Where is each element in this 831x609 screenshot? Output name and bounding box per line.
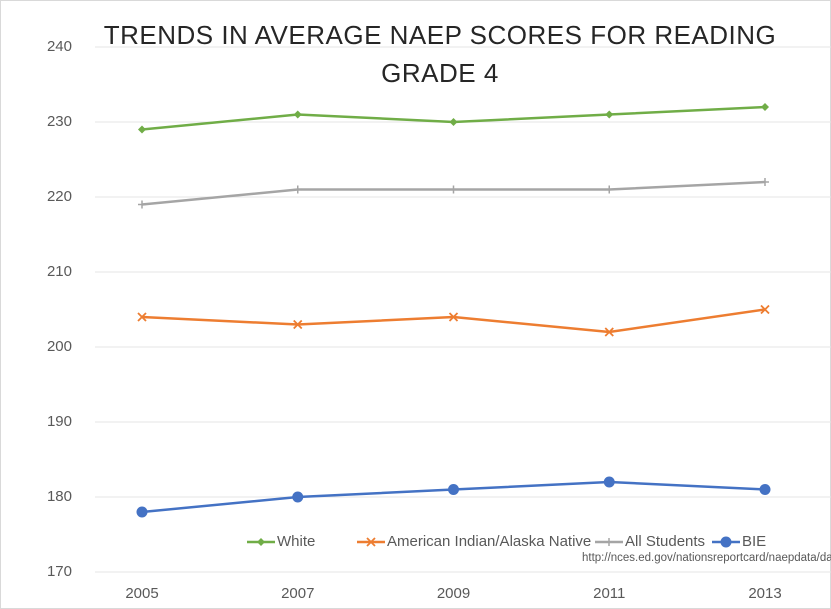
- source-note: http://nces.ed.gov/nationsreportcard/nae…: [582, 552, 831, 564]
- marker: [136, 506, 148, 518]
- y-tick-label: 170: [47, 563, 72, 580]
- marker: [293, 185, 302, 194]
- marker: [605, 110, 614, 119]
- marker: [138, 200, 146, 209]
- x-tick-label: 2009: [437, 585, 470, 602]
- y-tick-label: 220: [47, 188, 72, 205]
- chart-title: TRENDS IN AVERAGE NAEP SCORES FOR READIN…: [103, 20, 777, 88]
- marker: [257, 538, 265, 546]
- y-tick-label: 190: [47, 413, 72, 430]
- marker: [137, 312, 147, 322]
- y-tick-label: 210: [47, 263, 72, 280]
- series-line: [141, 308, 766, 334]
- marker: [138, 125, 146, 134]
- marker: [720, 536, 732, 548]
- marker: [292, 491, 304, 503]
- y-tick-label: 230: [47, 113, 72, 130]
- legend-label: BIE: [742, 533, 766, 550]
- legend-label: All Students: [625, 533, 705, 550]
- marker: [293, 110, 302, 119]
- marker: [603, 476, 615, 488]
- marker: [604, 327, 614, 337]
- marker: [448, 484, 459, 495]
- marker: [449, 185, 458, 194]
- x-tick-label: 2011: [593, 585, 625, 602]
- x-tick-label: 2007: [281, 585, 314, 602]
- marker: [448, 312, 459, 322]
- y-tick-label: 240: [47, 38, 72, 55]
- marker: [761, 178, 769, 186]
- marker: [449, 118, 458, 126]
- legend-label: American Indian/Alaska Native: [387, 533, 591, 550]
- y-tick-label: 180: [47, 488, 72, 505]
- marker: [366, 537, 376, 547]
- marker: [761, 103, 769, 111]
- marker: [605, 538, 613, 546]
- marker: [605, 185, 614, 194]
- marker: [759, 484, 771, 495]
- x-tick-label: 2005: [125, 585, 158, 602]
- y-tick-label: 200: [47, 338, 72, 355]
- legend-label: White: [277, 533, 315, 550]
- marker: [293, 319, 303, 330]
- marker: [760, 304, 770, 315]
- x-tick-label: 2013: [748, 585, 781, 602]
